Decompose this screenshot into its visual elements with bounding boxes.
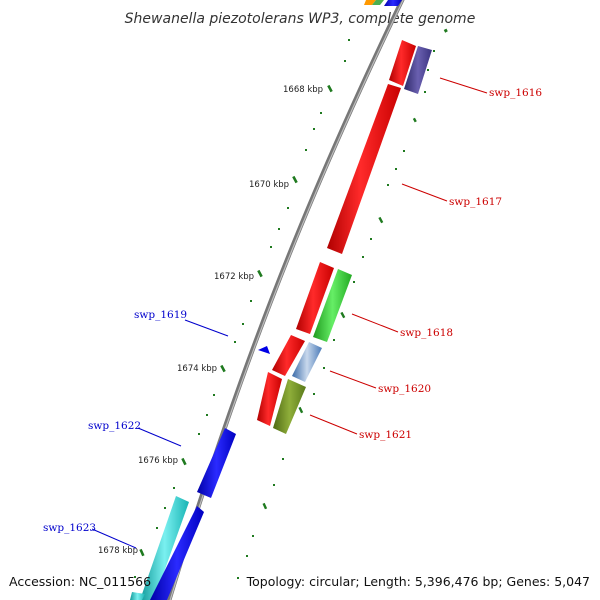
gene-swp-1618[interactable] [313, 269, 352, 342]
gene-swp-1620-left[interactable] [272, 335, 305, 376]
genome-summary-text: Topology: circular; Length: 5,396,476 bp… [246, 574, 590, 589]
gene-swp-1623[interactable] [140, 496, 189, 600]
tick-label-1670: 1670 kbp [249, 180, 289, 190]
gene-swp-1616[interactable] [404, 46, 432, 94]
gene-swp-1619[interactable] [258, 346, 270, 354]
tick-label-1674: 1674 kbp [177, 364, 217, 374]
gene-swp-1616-left[interactable] [389, 40, 416, 86]
label-pointers [91, 77, 488, 549]
gene-swp-1622[interactable] [197, 428, 236, 498]
tick-label-1672: 1672 kbp [214, 272, 254, 282]
label-swp-1617[interactable]: swp_1617 [449, 196, 502, 208]
label-swp-1622[interactable]: swp_1622 [88, 420, 141, 432]
accession-text: Accession: NC_011566 [9, 574, 151, 589]
kbp-labels: 1668 kbp 1670 kbp 1672 kbp 1674 kbp 1676… [98, 85, 323, 556]
gene-swp-1618-left[interactable] [296, 262, 334, 334]
gene-top-partial [364, 0, 402, 6]
gene-swp-1621[interactable] [273, 379, 306, 434]
inner-tick-ring [134, 39, 350, 578]
label-swp-1623[interactable]: swp_1623 [43, 522, 96, 534]
label-swp-1616[interactable]: swp_1616 [489, 87, 542, 99]
gene-swp-1617[interactable] [327, 84, 401, 254]
tick-label-1678: 1678 kbp [98, 546, 138, 556]
gene-swp-1623-blue[interactable] [150, 506, 204, 600]
map-title: Shewanella piezotolerans WP3, complete g… [125, 11, 476, 27]
outer-tick-ring [237, 28, 448, 579]
gene-swp-1621-left[interactable] [257, 372, 282, 426]
tick-label-1676: 1676 kbp [138, 456, 178, 466]
tick-label-1668: 1668 kbp [283, 85, 323, 95]
label-swp-1620[interactable]: swp_1620 [378, 383, 431, 395]
label-swp-1618[interactable]: swp_1618 [400, 327, 453, 339]
gene-swp-1620[interactable] [292, 342, 322, 382]
label-swp-1619[interactable]: swp_1619 [134, 309, 187, 321]
gene-bottom-cyan [130, 592, 145, 600]
label-swp-1621[interactable]: swp_1621 [359, 429, 412, 441]
